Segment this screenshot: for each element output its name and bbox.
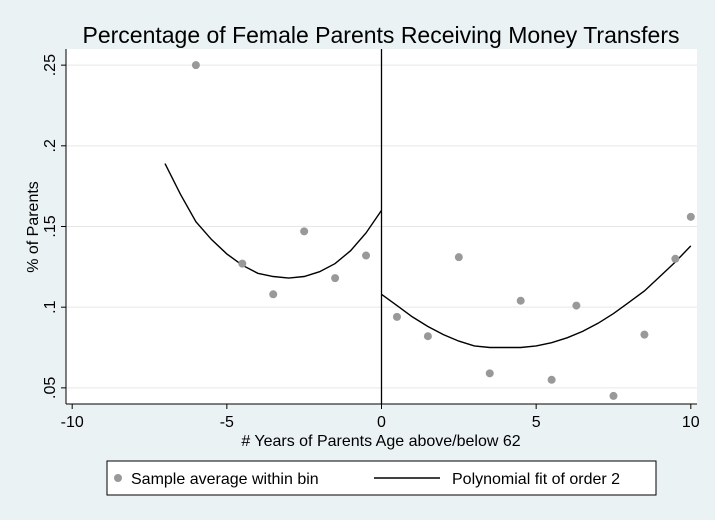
scatter-point xyxy=(269,290,278,299)
scatter-point xyxy=(331,274,340,283)
scatter-point xyxy=(686,212,695,221)
scatter-point xyxy=(640,330,649,339)
x-axis-title: # Years of Parents Age above/below 62 xyxy=(241,433,520,450)
fit-line-segment xyxy=(164,163,383,279)
y-tick-label: .05 xyxy=(42,377,59,399)
x-tick-label: 0 xyxy=(377,414,386,431)
x-tick-label: -5 xyxy=(220,414,234,431)
scatter-layer xyxy=(191,61,695,400)
fit-line-segment xyxy=(381,245,692,349)
legend: Sample average within bin Polynomial fit… xyxy=(106,460,657,496)
scatter-point xyxy=(362,251,371,260)
y-tick-label: .1 xyxy=(42,300,59,313)
fit-line-layer xyxy=(164,163,692,349)
scatter-point xyxy=(300,227,309,236)
scatter-point xyxy=(516,296,525,305)
scatter-point xyxy=(572,301,581,310)
scatter-point xyxy=(191,61,200,70)
y-tick-label: .25 xyxy=(42,54,59,76)
legend-marker-scatter xyxy=(114,474,122,482)
scatter-point xyxy=(485,369,494,378)
scatter-point xyxy=(671,254,680,263)
legend-label-line: Polynomial fit of order 2 xyxy=(452,471,620,488)
y-tick-label: .15 xyxy=(42,215,59,237)
scatter-point xyxy=(609,391,618,400)
legend-label-scatter: Sample average within bin xyxy=(131,471,319,488)
y-axis-title: % of Parents xyxy=(25,181,42,273)
x-tick-label: 5 xyxy=(532,414,541,431)
scatter-point xyxy=(423,332,432,341)
x-tick-label: -10 xyxy=(61,414,84,431)
scatter-point xyxy=(392,312,401,321)
y-tick-label: .2 xyxy=(42,139,59,152)
axis-layer: .05 .1 .15 .2 .25 -10 -5 0 5 10 xyxy=(42,49,700,431)
x-tick-label: 10 xyxy=(682,414,700,431)
chart-title: Percentage of Female Parents Receiving M… xyxy=(82,22,679,48)
scatter-point xyxy=(547,375,556,384)
scatter-point xyxy=(454,253,463,262)
scatter-point xyxy=(238,259,247,268)
